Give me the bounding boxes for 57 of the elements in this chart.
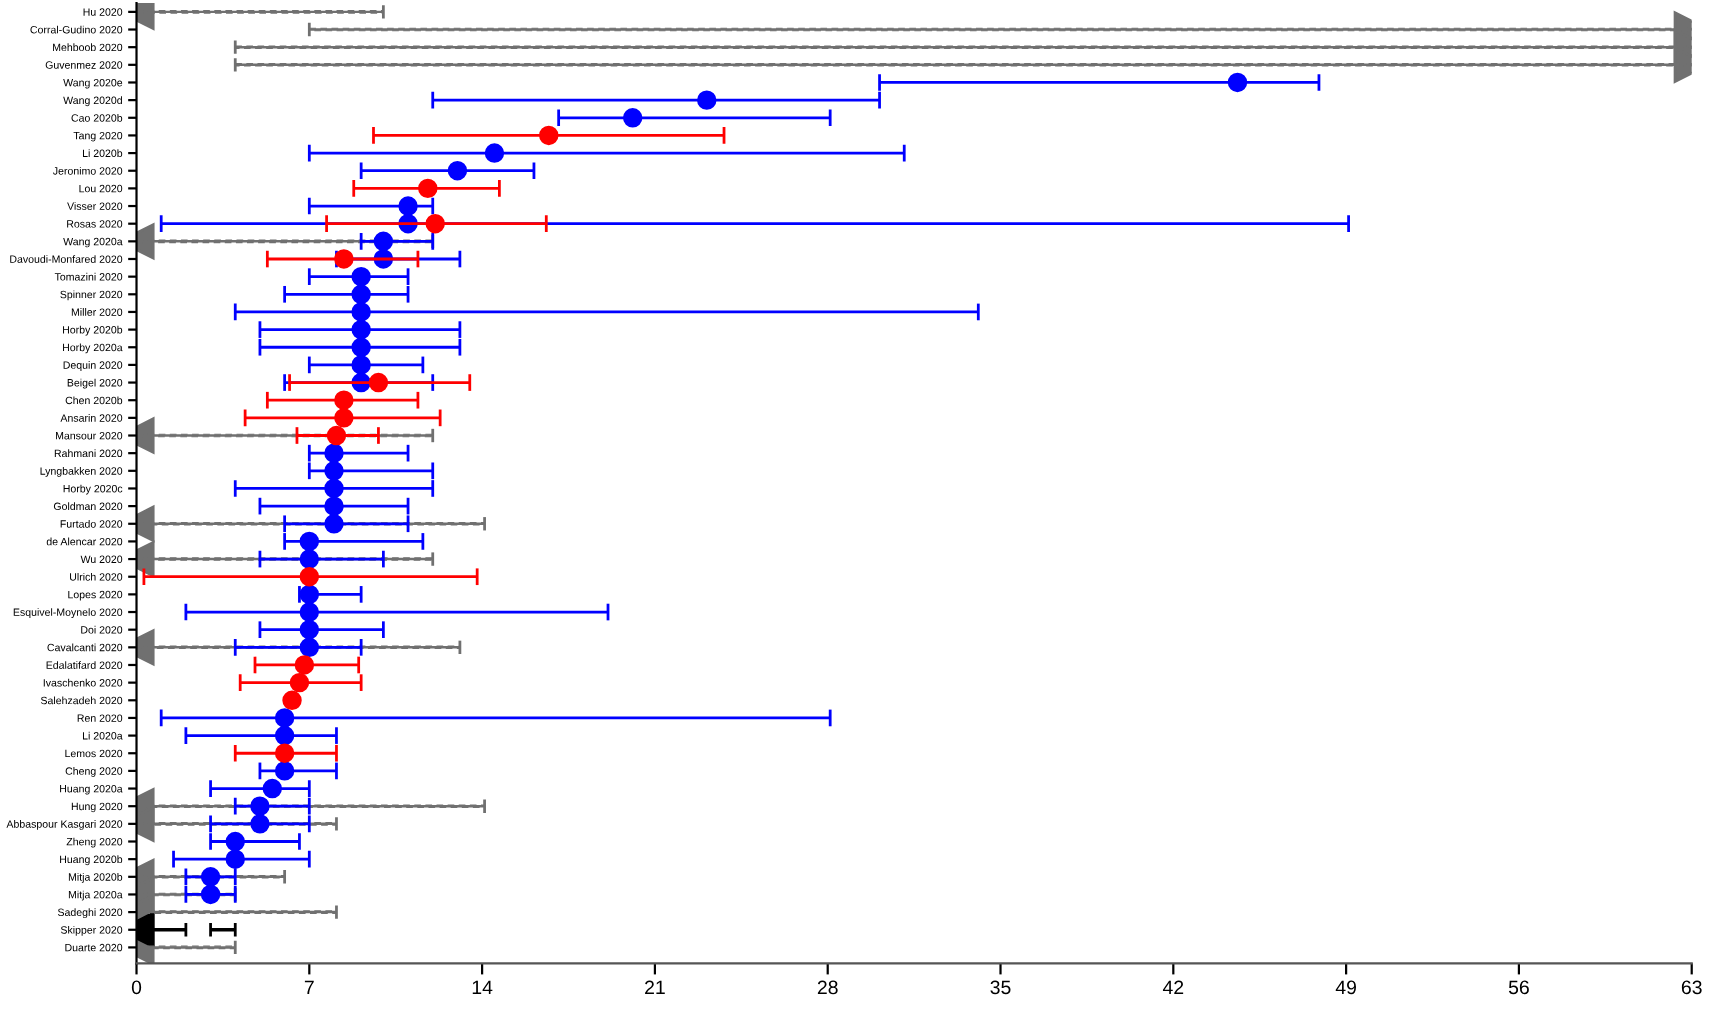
point [274, 708, 295, 728]
point [425, 213, 445, 234]
point [373, 231, 394, 252]
point [334, 408, 354, 428]
point [250, 796, 270, 816]
point [447, 161, 468, 181]
point [282, 690, 302, 711]
point [418, 178, 438, 199]
point [299, 602, 320, 622]
point [334, 390, 354, 410]
point [622, 108, 643, 128]
point [1227, 72, 1248, 93]
point [299, 637, 320, 658]
point [351, 284, 371, 305]
point [484, 143, 505, 163]
x-tick-label: 42 [1162, 980, 1184, 995]
point [274, 725, 295, 746]
point [539, 125, 559, 146]
point [351, 266, 371, 287]
point [697, 90, 717, 110]
x-tick-label: 14 [472, 980, 493, 995]
x-tick-label: 63 [1681, 980, 1702, 995]
point [324, 514, 344, 534]
point [351, 337, 371, 357]
point [299, 531, 320, 552]
point [262, 778, 283, 799]
x-tick-label: 49 [1335, 980, 1357, 995]
point [351, 355, 371, 375]
point [274, 743, 295, 763]
point [334, 249, 354, 269]
point [299, 584, 320, 605]
point [351, 302, 371, 322]
point [274, 761, 295, 781]
point [225, 831, 245, 852]
x-tick-label: 7 [304, 980, 314, 995]
point [351, 319, 371, 340]
x-tick-label: 35 [990, 980, 1011, 995]
point [299, 619, 320, 640]
point [250, 814, 270, 834]
point [324, 496, 344, 516]
point [398, 196, 418, 216]
point [294, 655, 315, 675]
point [289, 672, 310, 693]
point [324, 443, 344, 463]
point [324, 478, 344, 499]
point [368, 372, 389, 393]
x-tick-label: 28 [817, 980, 838, 995]
point [299, 567, 320, 587]
point [326, 425, 347, 446]
point [200, 867, 221, 887]
point [324, 461, 344, 481]
point [225, 849, 245, 869]
x-tick-label: 56 [1508, 980, 1529, 995]
x-tick-label: 0 [131, 980, 142, 995]
x-tick-label: 21 [645, 980, 665, 995]
point [299, 549, 320, 569]
point [200, 884, 221, 905]
